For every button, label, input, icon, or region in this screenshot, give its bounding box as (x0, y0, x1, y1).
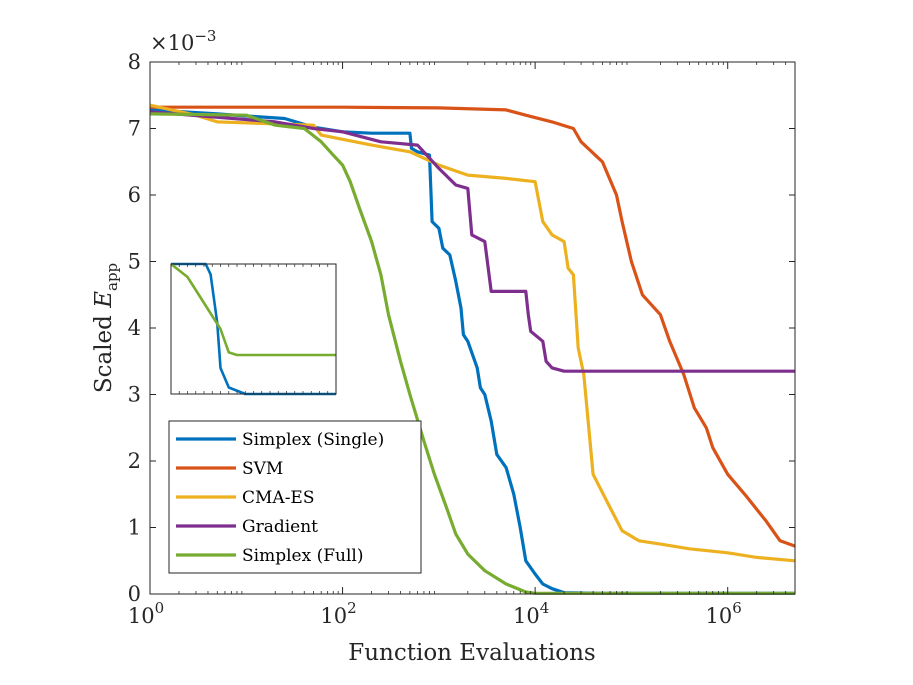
y-tick-label-4: 4 (128, 316, 141, 340)
inset-series-group (170, 262, 336, 396)
x-tick-label-0: 100 (128, 599, 164, 628)
legend-label-2: CMA-ES (242, 488, 315, 508)
y-axis-label-sub: app (103, 263, 121, 291)
legend-items: Simplex (Single) SVM CMA-ES Gradient Simplex… (176, 430, 384, 566)
y-tick-label-0: 0 (128, 582, 141, 606)
y-axis-label-var: E (91, 291, 117, 309)
y-tick-label-3: 3 (128, 383, 141, 407)
series-line-3 (149, 110, 795, 373)
x-axis-label: Function Evaluations (348, 640, 595, 666)
y-tick-label-1: 1 (128, 516, 141, 540)
y-multiplier-label: ×10−3 (150, 27, 216, 55)
series-line-0 (149, 108, 795, 595)
axes-border (149, 61, 796, 595)
y-axis-label-prefix: Scaled (91, 308, 117, 393)
inset-background (171, 264, 336, 394)
inset-series-line-1 (170, 262, 336, 357)
series-line-4 (149, 112, 795, 595)
legend-label-0: Simplex (Single) (242, 430, 384, 450)
x-tick-label-1: 102 (320, 599, 356, 628)
inset-series-line-0 (171, 262, 336, 396)
y-tick-label-8: 8 (128, 50, 141, 74)
legend-label-3: Gradient (242, 517, 318, 537)
series-group (149, 103, 796, 595)
y-multiplier-exp: −3 (194, 27, 216, 45)
y-tick-label-5: 5 (128, 250, 141, 274)
legend-label-1: SVM (242, 459, 283, 479)
x-tick-label-2: 104 (513, 599, 549, 628)
series-line-2 (149, 103, 796, 563)
legend: Simplex (Single) SVM CMA-ES Gradient Simplex… (168, 420, 422, 574)
y-axis-label: Scaled Eapp (91, 263, 121, 393)
y-tick-label-6: 6 (128, 183, 141, 207)
y-axis-label-group: Scaled Eapp (91, 263, 121, 393)
series-line-1 (150, 105, 796, 548)
y-tick-label-2: 2 (128, 449, 141, 473)
y-multiplier-base: ×10 (150, 31, 194, 55)
ticks-group: 0 1 2 3 4 5 6 7 8 100 102 104 106 (128, 50, 796, 628)
inset-plot (170, 262, 337, 396)
x-tick-label-3: 106 (706, 599, 742, 628)
y-tick-label-7: 7 (128, 117, 141, 141)
legend-label-4: Simplex (Full) (242, 546, 363, 566)
inset-border (170, 263, 337, 395)
